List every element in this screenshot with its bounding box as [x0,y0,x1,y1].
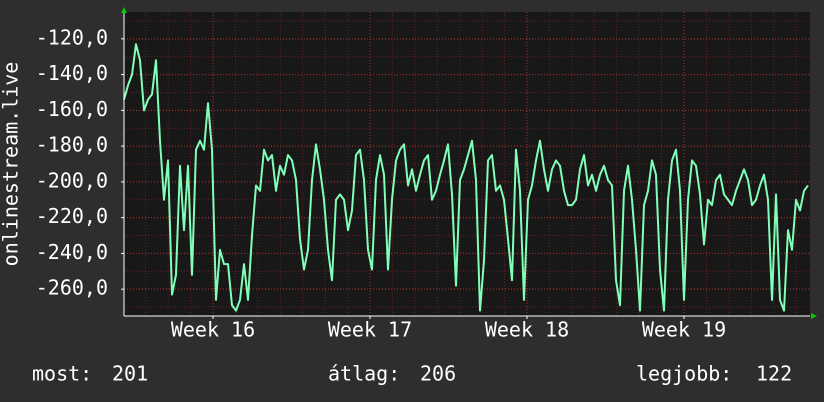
stat-label: most: [32,362,92,386]
marks [123,43,809,312]
x-tick-label: Week 18 [485,318,569,342]
y-tick-label: -140,0 [36,61,108,85]
y-tick-label: -260,0 [36,276,108,300]
y-tick-label: -200,0 [36,168,108,192]
x-tick-label: Week 19 [642,318,726,342]
stat-value: 122 [756,362,792,386]
y-tick-label: -160,0 [36,97,108,121]
grid [124,12,810,316]
x-tick-label: Week 17 [328,318,412,342]
y-tick-label: -120,0 [36,25,108,49]
y-axis-label: onlinestream.live [0,62,23,267]
stat-value: 201 [112,362,148,386]
stat-label: legjobb: [636,362,732,386]
stat-value: 206 [420,362,456,386]
y-tick-label: -180,0 [36,133,108,157]
stat-label: átlag: [328,362,400,386]
y-tick-label: -220,0 [36,204,108,228]
y-arrow [121,7,127,13]
series-line [123,43,809,312]
y-tick-label: -240,0 [36,240,108,264]
x-arrow [811,313,817,319]
x-tick-label: Week 16 [171,318,255,342]
stats: most: 201 átlag: 206 legjobb: 122 [32,362,792,386]
